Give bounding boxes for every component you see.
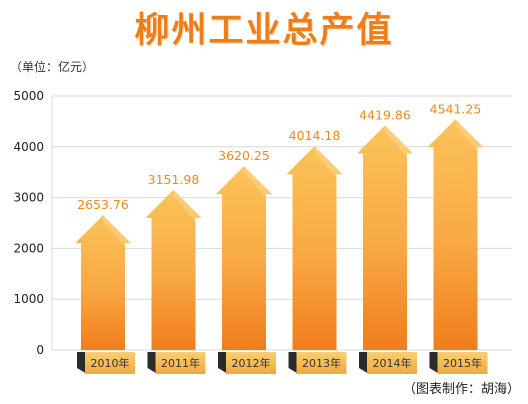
bar-arrow-highlight — [173, 189, 202, 222]
y-tick-label: 3000 — [13, 191, 44, 205]
chart-credit: （图表制作：胡海） — [402, 382, 520, 397]
x-axis-tags: 2010年 2011年 2012年 2013年 2014年 2015年 — [77, 352, 488, 374]
y-tick-label: 2000 — [13, 241, 44, 255]
unit-label: （单位：亿元） — [10, 60, 95, 74]
year-tag — [85, 352, 135, 374]
year-tag — [226, 352, 276, 374]
year-tag-fold — [359, 352, 369, 374]
bar-arrow-highlight — [244, 166, 272, 199]
year-tag — [296, 352, 347, 374]
y-tick-label: 1000 — [13, 292, 44, 306]
value-labels: 2653.76 3151.98 3620.25 4014.18 4419.86 4541.… — [77, 101, 481, 212]
x-tick-label: 2010年 — [91, 356, 130, 370]
bar-arrow — [286, 146, 343, 350]
bar-arrow — [75, 215, 131, 350]
bar-arrow-highlight — [103, 215, 131, 248]
year-tag — [437, 352, 488, 374]
x-tick-label: 2014年 — [373, 356, 412, 370]
bars — [75, 119, 484, 350]
year-tag — [367, 352, 417, 374]
year-tag-fold — [429, 352, 440, 374]
value-label: 4419.86 — [359, 107, 411, 122]
x-tick-label: 2011年 — [161, 356, 200, 370]
value-label: 3151.98 — [148, 172, 200, 187]
year-tag-fold — [147, 352, 158, 374]
y-axis-ticks: 0 1000 2000 3000 4000 5000 — [13, 89, 44, 357]
bar-arrow — [427, 119, 484, 350]
bar-arrow-highlight — [455, 119, 484, 152]
year-tag — [155, 352, 206, 374]
chart-title: 柳州工业总产值 — [134, 11, 394, 51]
value-label: 4541.25 — [430, 101, 482, 116]
bar-arrow-highlight — [314, 146, 343, 179]
year-tag-fold — [77, 352, 87, 374]
bar-arrow — [145, 189, 202, 350]
year-tag-fold — [288, 352, 299, 374]
value-label: 2653.76 — [77, 197, 129, 212]
y-tick-label: 0 — [36, 343, 44, 357]
value-label: 4014.18 — [289, 128, 341, 143]
year-tag-fold — [218, 352, 228, 374]
bar-arrow-highlight — [385, 125, 413, 158]
bar-arrow — [216, 166, 272, 350]
value-label: 3620.25 — [218, 148, 270, 163]
x-tick-label: 2015年 — [443, 356, 482, 370]
y-tick-label: 5000 — [13, 89, 44, 103]
bar-arrow — [357, 125, 413, 350]
y-tick-label: 4000 — [13, 140, 44, 154]
x-tick-label: 2013年 — [302, 356, 341, 370]
x-tick-label: 2012年 — [232, 356, 271, 370]
